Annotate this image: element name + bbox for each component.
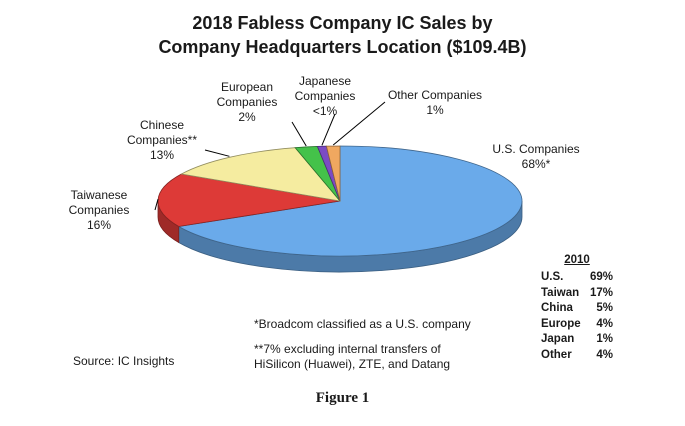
table-row: Japan 1% bbox=[541, 333, 613, 345]
table-row: Other 4% bbox=[541, 348, 613, 361]
leader-line-3 bbox=[291, 121, 307, 147]
figure-caption: Figure 1 bbox=[315, 390, 370, 406]
footnote-broadcom: *Broadcom classified as a U.S. company bbox=[254, 317, 471, 331]
table-row: Taiwan 17% bbox=[541, 286, 613, 299]
slice-label-japan: Japanese Companies <1% bbox=[294, 74, 356, 118]
chart-title: 2018 Fabless Company IC Sales by bbox=[192, 13, 493, 33]
pie-slice-5 bbox=[325, 145, 341, 202]
leader-line-5 bbox=[332, 101, 386, 146]
table-row: China 5% bbox=[541, 302, 613, 314]
leader-line-1 bbox=[154, 199, 159, 211]
comparison-table-2010: 2010 U.S. 69% Taiwan 17% China 5% Europe 4% … bbox=[541, 254, 613, 363]
comparison-table-header: 2010 bbox=[564, 254, 590, 266]
slice-label-china: Chinese Companies** 13% bbox=[126, 118, 198, 162]
slice-label-taiwan: Taiwanese Companies 16% bbox=[68, 188, 130, 232]
source-note: Source: IC Insights bbox=[73, 354, 175, 368]
pie-slice-0 bbox=[177, 145, 523, 257]
leader-line-4 bbox=[321, 113, 336, 146]
slice-label-other: Other Companies 1% bbox=[387, 88, 483, 117]
table-row: U.S. 69% bbox=[541, 271, 613, 283]
leader-line-2 bbox=[204, 149, 230, 157]
slice-label-us: U.S. Companies 68%* bbox=[492, 142, 580, 171]
table-row: Europe 4% bbox=[541, 317, 613, 330]
pie-slice-2 bbox=[180, 147, 342, 202]
chart-subtitle: Company Headquarters Location ($109.4B) bbox=[158, 37, 527, 57]
slice-label-europe: European Companies 2% bbox=[216, 80, 278, 124]
footnote-china: **7% excluding internal transfers of HiS… bbox=[254, 342, 451, 371]
